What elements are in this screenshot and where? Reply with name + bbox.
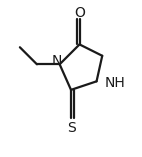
Text: S: S [67,121,75,135]
Text: N: N [52,54,62,68]
Text: NH: NH [105,76,126,90]
Text: O: O [74,6,85,20]
